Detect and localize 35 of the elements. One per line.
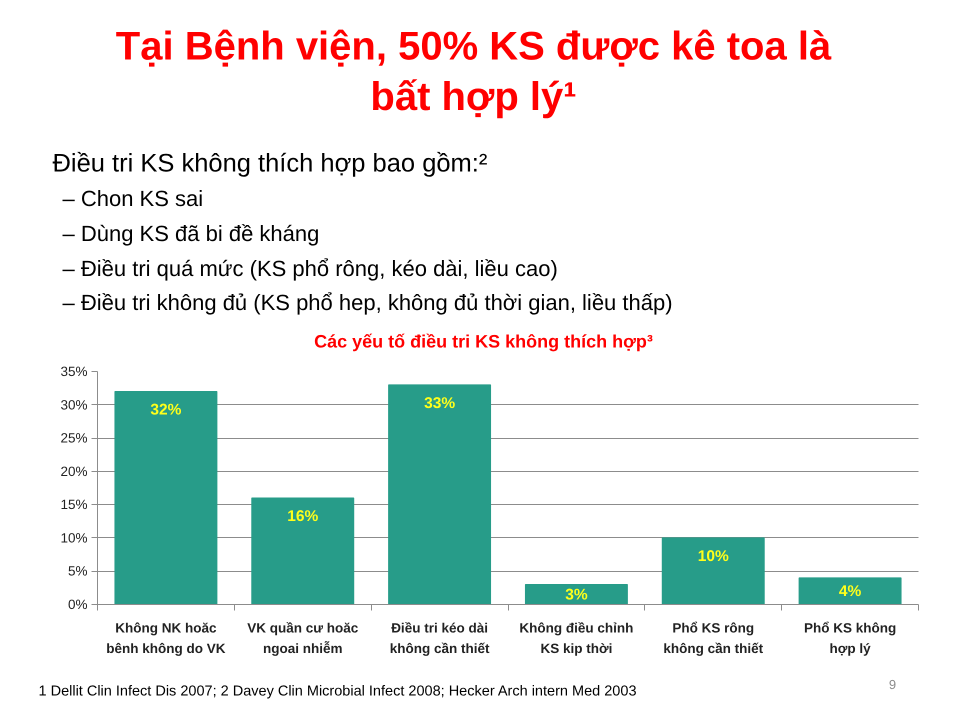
y-tick-label: 15% [60, 497, 88, 512]
text: – Điều tri không đủ (KS phổ hep, không đủ thời gian, liều thấp) [62, 290, 673, 315]
bar [662, 537, 765, 604]
data-label: 4% [838, 583, 862, 600]
data-label: 33% [424, 394, 456, 412]
x-tick-label: VK quần cư hoăc ngoai nhiễm [247, 620, 359, 656]
bar [114, 390, 218, 604]
data-label: 32% [150, 401, 182, 418]
data-label: 3% [565, 586, 588, 604]
bar [798, 577, 902, 604]
x-tick-label: Phổ KS không hợp lý [804, 620, 896, 656]
y-tick-label: 25% [60, 430, 88, 446]
bar [388, 384, 492, 604]
x-tick-label: Phổ KS rông không cần thiết [663, 620, 764, 656]
bar [251, 497, 354, 604]
y-tick-label: 35% [60, 364, 88, 379]
data-label: 16% [287, 508, 318, 525]
text: – Điều tri quá mức (KS phổ rông, kéo dài, liều cao) [62, 256, 558, 281]
y-tick-label: 10% [60, 530, 88, 546]
y-tick-label: 30% [60, 397, 88, 412]
bar [524, 584, 628, 604]
text: 1 Dellit Clin Infect Dis 2007; 2 Davey Clin Microbial Infect 2008; Hecker Arch intern Med 2003 [38, 684, 637, 700]
text: Điều tri KS không thích hợp bao gồm:² [52, 150, 488, 178]
y-tick-label: 20% [60, 464, 88, 479]
chart-title: Tại Bệnh viện, 50% KS được kê toa là bất hợp lý¹ [116, 24, 832, 120]
x-tick-label: Không NK hoăc bênh không do VK [106, 620, 226, 656]
text: 9 [888, 677, 896, 692]
x-tick-label: Điều tri kéo dài không cần thiết [390, 620, 490, 656]
x-tick-label: Không điều chỉnh KS kip thời [519, 620, 634, 656]
text: – Dùng KS đã bi đề kháng [62, 221, 320, 246]
y-tick-label: 0% [68, 597, 88, 612]
data-label: 10% [698, 548, 729, 565]
chart-subtitle: Các yếu tố điều tri KS không thích hợp³ [314, 332, 653, 352]
y-tick-label: 5% [68, 564, 88, 579]
text: – Chon KS sai [62, 186, 204, 211]
